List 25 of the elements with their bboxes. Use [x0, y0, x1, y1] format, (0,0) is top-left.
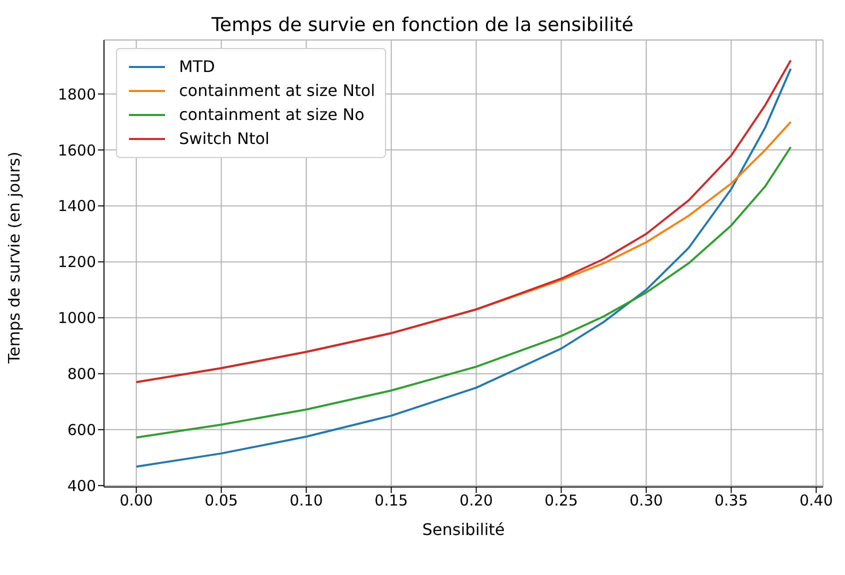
y-tick-label: 1600 — [58, 141, 96, 160]
line-series — [135, 146, 792, 438]
x-tick-label: 0.30 — [630, 492, 663, 510]
y-tick-label: 1400 — [58, 197, 96, 216]
x-axis-title: Sensibilité — [422, 520, 505, 539]
x-tick-label: 0.40 — [800, 492, 833, 510]
y-tick-label: 800 — [67, 365, 96, 384]
y-tick-label: 600 — [67, 420, 96, 439]
chart-title: Temps de survie en fonction de la sensibilité — [210, 14, 634, 36]
x-tick-label: 0.00 — [120, 492, 153, 510]
line-series — [135, 59, 792, 384]
x-tick-label: 0.10 — [290, 492, 323, 510]
y-tick-label: 1800 — [58, 85, 96, 104]
legend-label: Switch Ntol — [179, 128, 270, 150]
legend-label: containment at size No — [179, 104, 364, 126]
legend-label: containment at size Ntol — [179, 80, 376, 102]
x-tick-label: 0.05 — [204, 492, 238, 510]
x-tick-label: 0.25 — [544, 492, 578, 510]
y-tick-label: 1200 — [58, 253, 96, 272]
legend-label: MTD — [179, 56, 215, 78]
x-tick-label: 0.20 — [460, 492, 493, 510]
y-tick-label: 400 — [67, 476, 96, 495]
x-tick-label: 0.15 — [374, 492, 408, 510]
x-tick-label: 0.35 — [714, 492, 748, 510]
y-tick-label: 1000 — [58, 309, 96, 328]
